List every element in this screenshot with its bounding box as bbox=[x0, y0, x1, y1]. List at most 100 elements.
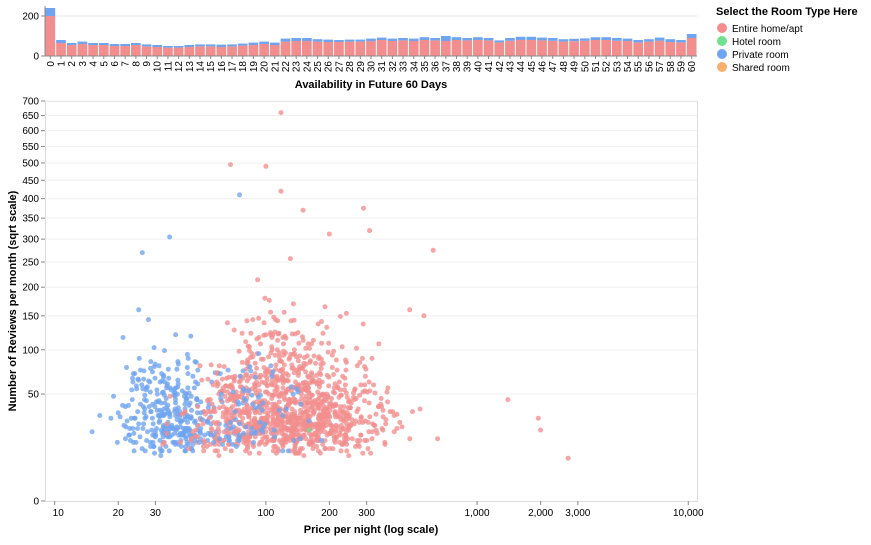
scatter-point[interactable] bbox=[370, 356, 375, 361]
scatter-point[interactable] bbox=[159, 448, 164, 453]
bar-private-room[interactable] bbox=[174, 46, 184, 48]
scatter-point[interactable] bbox=[225, 320, 230, 325]
scatter-point[interactable] bbox=[152, 345, 157, 350]
bar-private-room[interactable] bbox=[569, 39, 579, 41]
scatter-point[interactable] bbox=[271, 448, 276, 453]
bar-entire-home[interactable] bbox=[67, 45, 77, 56]
scatter-point[interactable] bbox=[326, 394, 331, 399]
scatter-point[interactable] bbox=[314, 438, 319, 443]
bar-entire-home[interactable] bbox=[569, 41, 579, 56]
scatter-point[interactable] bbox=[153, 433, 158, 438]
scatter-point[interactable] bbox=[310, 446, 315, 451]
scatter-point[interactable] bbox=[318, 429, 323, 434]
bar-entire-home[interactable] bbox=[548, 41, 558, 56]
scatter-point[interactable] bbox=[383, 417, 388, 422]
scatter-point[interactable] bbox=[271, 444, 276, 449]
scatter-point[interactable] bbox=[248, 331, 253, 336]
scatter-point[interactable] bbox=[224, 407, 229, 412]
scatter-point[interactable] bbox=[280, 421, 285, 426]
scatter-point[interactable] bbox=[136, 307, 141, 312]
scatter-point[interactable] bbox=[228, 420, 233, 425]
scatter-point[interactable] bbox=[259, 357, 264, 362]
bar-private-room[interactable] bbox=[687, 34, 697, 38]
scatter-point[interactable] bbox=[297, 367, 302, 372]
bar-entire-home[interactable] bbox=[99, 45, 109, 56]
bar-private-room[interactable] bbox=[131, 43, 141, 45]
bar-private-room[interactable] bbox=[537, 38, 547, 41]
bar-entire-home[interactable] bbox=[46, 16, 56, 56]
scatter-point[interactable] bbox=[292, 438, 297, 443]
scatter-point[interactable] bbox=[97, 413, 102, 418]
scatter-point[interactable] bbox=[275, 416, 280, 421]
bar-private-room[interactable] bbox=[559, 39, 569, 41]
bar-entire-home[interactable] bbox=[120, 46, 130, 56]
bar-entire-home[interactable] bbox=[537, 40, 547, 56]
scatter-point[interactable] bbox=[142, 393, 147, 398]
bar-private-room[interactable] bbox=[430, 38, 440, 40]
bar-entire-home[interactable] bbox=[623, 41, 633, 56]
scatter-point[interactable] bbox=[317, 378, 322, 383]
legend-item-entire-home[interactable]: Entire home/apt bbox=[717, 23, 803, 35]
bar-private-room[interactable] bbox=[142, 44, 152, 46]
scatter-point[interactable] bbox=[198, 410, 203, 415]
bar-entire-home[interactable] bbox=[462, 40, 472, 56]
scatter-point[interactable] bbox=[220, 377, 225, 382]
scatter-point[interactable] bbox=[339, 393, 344, 398]
scatter-point[interactable] bbox=[150, 416, 155, 421]
scatter-point[interactable] bbox=[260, 416, 265, 421]
scatter-point[interactable] bbox=[157, 363, 162, 368]
scatter-point[interactable] bbox=[379, 396, 384, 401]
bar-entire-home[interactable] bbox=[249, 45, 259, 56]
scatter-point[interactable] bbox=[166, 367, 171, 372]
scatter-point[interactable] bbox=[287, 355, 292, 360]
scatter-point[interactable] bbox=[254, 366, 259, 371]
bar-private-room[interactable] bbox=[281, 39, 291, 42]
scatter-point[interactable] bbox=[185, 396, 190, 401]
scatter-point[interactable] bbox=[268, 363, 273, 368]
scatter-point[interactable] bbox=[253, 405, 258, 410]
scatter-point[interactable] bbox=[282, 362, 287, 367]
bar-private-room[interactable] bbox=[452, 37, 462, 40]
scatter-point[interactable] bbox=[272, 428, 277, 433]
scatter-point[interactable] bbox=[268, 310, 273, 315]
scatter-point[interactable] bbox=[275, 338, 280, 343]
scatter-point[interactable] bbox=[142, 410, 147, 415]
scatter-point[interactable] bbox=[149, 428, 154, 433]
scatter-point[interactable] bbox=[316, 322, 321, 327]
bar-private-room[interactable] bbox=[462, 38, 472, 40]
scatter-point[interactable] bbox=[161, 375, 166, 380]
scatter-point[interactable] bbox=[262, 296, 267, 301]
scatter-point[interactable] bbox=[344, 391, 349, 396]
scatter-point[interactable] bbox=[344, 448, 349, 453]
scatter-point[interactable] bbox=[251, 440, 256, 445]
scatter-point[interactable] bbox=[297, 416, 302, 421]
scatter-point[interactable] bbox=[238, 374, 243, 379]
bar-entire-home[interactable] bbox=[323, 42, 333, 56]
scatter-point[interactable] bbox=[257, 451, 262, 456]
scatter-point[interactable] bbox=[244, 318, 249, 323]
scatter-point[interactable] bbox=[342, 404, 347, 409]
scatter-point[interactable] bbox=[277, 331, 282, 336]
scatter-point[interactable] bbox=[152, 404, 157, 409]
scatter-point[interactable] bbox=[249, 426, 254, 431]
bar-private-room[interactable] bbox=[655, 38, 665, 41]
scatter-point[interactable] bbox=[306, 413, 311, 418]
bar-chart-bars[interactable] bbox=[46, 8, 697, 56]
scatter-point[interactable] bbox=[152, 364, 157, 369]
bar-entire-home[interactable] bbox=[302, 41, 312, 56]
scatter-point[interactable] bbox=[243, 373, 248, 378]
scatter-point[interactable] bbox=[147, 404, 152, 409]
bar-entire-home[interactable] bbox=[473, 40, 483, 56]
scatter-point[interactable] bbox=[217, 405, 222, 410]
scatter-point[interactable] bbox=[142, 368, 147, 373]
scatter-point[interactable] bbox=[292, 448, 297, 453]
scatter-point[interactable] bbox=[293, 380, 298, 385]
scatter-point[interactable] bbox=[355, 363, 360, 368]
scatter-point[interactable] bbox=[343, 382, 348, 387]
scatter-point[interactable] bbox=[249, 393, 254, 398]
scatter-point[interactable] bbox=[356, 407, 361, 412]
scatter-point[interactable] bbox=[178, 440, 183, 445]
scatter-point[interactable] bbox=[303, 369, 308, 374]
scatter-point[interactable] bbox=[148, 390, 153, 395]
scatter-point[interactable] bbox=[279, 189, 284, 194]
